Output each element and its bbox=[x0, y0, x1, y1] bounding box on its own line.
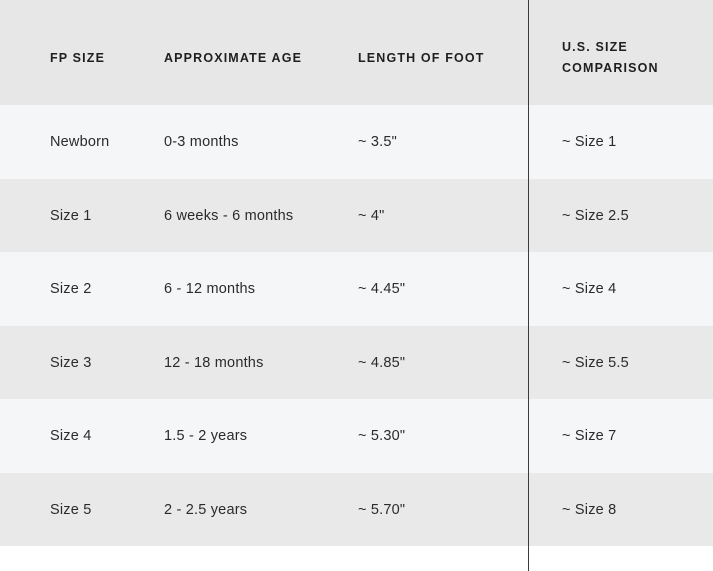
cell-approximate-age: 0-3 months bbox=[164, 134, 239, 150]
cell-us-size-comparison: ~ Size 2.5 bbox=[562, 207, 629, 224]
cell-fp-size: Newborn bbox=[50, 134, 110, 150]
cell-length-of-foot: ~ 5.70" bbox=[358, 501, 406, 518]
column-header-us-size-comparison: U.S. SIZE COMPARISON bbox=[562, 40, 659, 75]
table-body: Newborn 0-3 months ~ 3.5" ~ Size 1 Size … bbox=[0, 105, 713, 571]
cell-fp-size: Size 4 bbox=[50, 428, 92, 444]
table-row: Size 3 12 - 18 months ~ 4.85" ~ Size 5.5 bbox=[0, 325, 713, 399]
cell-fp-size: Size 3 bbox=[50, 354, 92, 371]
cell-us-size-comparison: ~ Size 5.5 bbox=[562, 354, 629, 371]
cell-us-size-comparison: ~ Size 4 bbox=[562, 281, 617, 297]
cell-length-of-foot: ~ 4.85" bbox=[358, 354, 406, 371]
cell-length-of-foot: ~ 5.30" bbox=[358, 428, 406, 444]
table-row: Size 5 2 - 2.5 years ~ 5.70" ~ Size 8 bbox=[0, 472, 713, 546]
table-row: Size 4 1.5 - 2 years ~ 5.30" ~ Size 7 bbox=[0, 399, 713, 473]
cell-approximate-age: 1.5 - 2 years bbox=[164, 428, 248, 444]
table-row: Size 2 6 - 12 months ~ 4.45" ~ Size 4 bbox=[0, 252, 713, 326]
cell-approximate-age: 12 - 18 months bbox=[164, 354, 264, 371]
column-header-length-of-foot: LENGTH OF FOOT bbox=[358, 51, 485, 65]
cell-fp-size: Size 5 bbox=[50, 501, 92, 518]
cell-us-size-comparison: ~ Size 7 bbox=[562, 428, 617, 444]
cell-length-of-foot: ~ 4" bbox=[358, 207, 385, 224]
cell-length-of-foot: ~ 4.45" bbox=[358, 281, 406, 297]
table-header-row: FP SIZE APPROXIMATE AGE LENGTH OF FOOT U… bbox=[0, 0, 713, 105]
cell-fp-size: Size 1 bbox=[50, 207, 92, 224]
table-row: Newborn 0-3 months ~ 3.5" ~ Size 1 bbox=[0, 105, 713, 179]
cell-approximate-age: 2 - 2.5 years bbox=[164, 501, 248, 518]
column-header-fp-size: FP SIZE bbox=[50, 51, 106, 65]
cell-length-of-foot: ~ 3.5" bbox=[358, 134, 398, 150]
cell-approximate-age: 6 weeks - 6 months bbox=[164, 207, 294, 224]
cell-us-size-comparison: ~ Size 8 bbox=[562, 501, 617, 518]
column-header-approximate-age: APPROXIMATE AGE bbox=[164, 51, 303, 65]
cell-fp-size: Size 2 bbox=[50, 281, 92, 297]
cell-us-size-comparison: ~ Size 1 bbox=[562, 134, 617, 150]
cell-approximate-age: 6 - 12 months bbox=[164, 281, 256, 297]
table-row: Size 1 6 weeks - 6 months ~ 4" ~ Size 2.… bbox=[0, 178, 713, 252]
